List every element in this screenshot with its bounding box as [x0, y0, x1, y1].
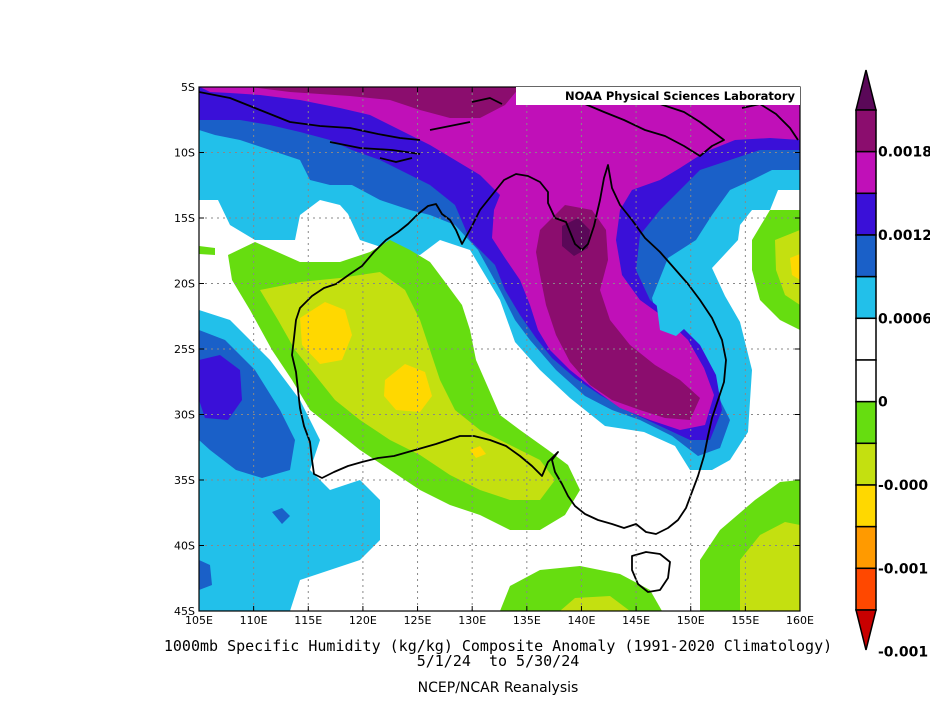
australia-coastline [291, 164, 727, 535]
colorbar-label: -0.001 [878, 645, 928, 661]
lat-label: 40S [174, 540, 195, 553]
contour-green-south [500, 566, 662, 611]
lon-label: 135E [513, 614, 541, 627]
colorbar-segment [855, 192, 877, 236]
contour-yellow-3 [790, 254, 800, 280]
colorbar-label: 0 [878, 395, 888, 411]
lon-label: 105E [185, 614, 213, 627]
map-ticks [198, 86, 801, 612]
contour-yellow-2 [384, 364, 432, 412]
lon-label: 115E [294, 614, 322, 627]
lon-labels: 105E 110E 115E 120E 125E 130E 135E 140E 145E 150E… [185, 614, 814, 627]
lon-label: 150E [677, 614, 705, 627]
colorbar-segment [855, 150, 877, 195]
credit-text: NOAA Physical Sciences Laboratory [565, 89, 796, 103]
caption-dates: 5/1/24 to 5/30/24 [417, 652, 580, 670]
colorbar-segment [855, 484, 877, 528]
colorbar-label: 0.0018 [878, 145, 930, 161]
lon-label: 160E [786, 614, 814, 627]
colorbar-segment [855, 109, 877, 153]
map-grid [199, 87, 800, 611]
lon-label: 130E [458, 614, 486, 627]
colorbar-label: 0.0006 [878, 311, 930, 327]
lon-label: 110E [240, 614, 268, 627]
colorbar-segment [855, 359, 877, 403]
lat-label: 5S [181, 81, 195, 94]
colorbar-segment [855, 567, 877, 611]
lon-label: 120E [349, 614, 377, 627]
contour-yellow-4 [470, 446, 486, 458]
colorbar-segment [855, 400, 877, 445]
lat-labels: 5S 10S 15S 20S 25S 30S 35S 40S 45S [174, 81, 195, 618]
colorbar-top-arrow [855, 69, 877, 111]
credit-box [516, 87, 800, 105]
colorbar-label: 0.0012 [878, 228, 930, 244]
colorbar-label: -0.000 [878, 478, 928, 494]
caption-title: 1000mb Specific Humidity (kg/kg) Composi… [164, 637, 832, 655]
contour-ygreen-se [740, 522, 800, 611]
contour-ygreen-e [775, 230, 800, 305]
colorbar-segment [855, 317, 877, 361]
colorbar [855, 69, 877, 651]
lat-label: 10S [174, 147, 195, 160]
new-britain-coastline [741, 103, 799, 141]
lon-label: 125E [404, 614, 432, 627]
colorbar-segment [855, 525, 877, 570]
contour-magenta [200, 87, 800, 430]
contour-e-cyan [656, 286, 692, 336]
contour-purple [250, 87, 700, 420]
contour-green-sw-strip [199, 246, 215, 255]
tasmania-coastline [631, 551, 671, 593]
lat-label: 30S [174, 409, 195, 422]
contour-sw-corner [199, 560, 212, 590]
contour-sw-spot [272, 508, 290, 524]
contour-ygreen-south [560, 596, 630, 611]
lat-label: 25S [174, 343, 195, 356]
colorbar-segment [855, 275, 877, 320]
colorbar-bottom-arrow [855, 609, 877, 651]
caption-source: NCEP/NCAR Reanalysis [418, 680, 579, 696]
contour-sw-violet [199, 355, 242, 420]
colorbar-labels: 0.0018 0.0012 0.0006 0 -0.000 -0.001 -0.001 [878, 145, 930, 661]
lon-label: 155E [731, 614, 759, 627]
lon-label: 145E [622, 614, 650, 627]
colorbar-segment [855, 234, 877, 278]
colorbar-label: -0.001 [878, 561, 928, 577]
lat-label: 45S [174, 605, 195, 618]
lat-label: 35S [174, 474, 195, 487]
indonesia-coastline [199, 91, 503, 163]
lat-label: 20S [174, 278, 195, 291]
colorbar-segment [855, 442, 877, 486]
contour-field [199, 87, 800, 611]
lon-label: 140E [567, 614, 595, 627]
lat-label: 15S [174, 212, 195, 225]
